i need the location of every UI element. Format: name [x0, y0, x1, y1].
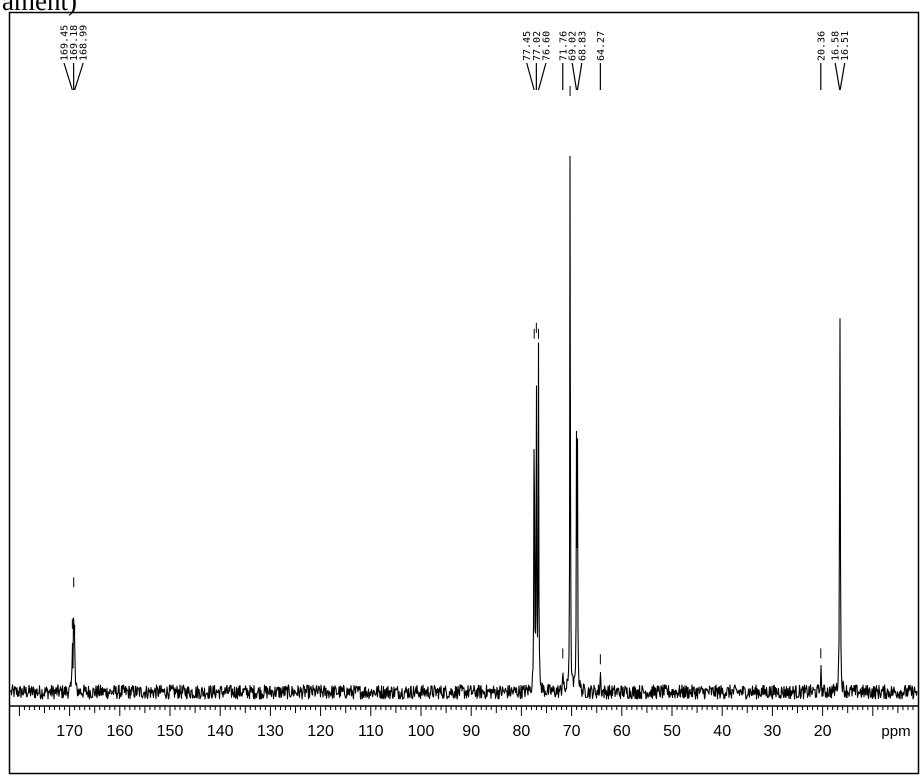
peak-label-connector — [834, 62, 841, 91]
peak-label: 168.99 — [79, 25, 90, 61]
peak-label: 16.51 — [840, 31, 851, 61]
plot-frame — [8, 11, 920, 775]
peak-label: 20.36 — [816, 31, 827, 61]
x-axis-unit-label: ppm — [881, 723, 910, 740]
x-tick-label: 20 — [814, 723, 832, 740]
peak-label-connector — [576, 62, 583, 91]
peak-label-connector — [63, 62, 73, 91]
peak-label: 169.18 — [69, 25, 80, 61]
spectrum-trace — [10, 155, 918, 700]
peak-label: 77.02 — [532, 31, 543, 61]
peak-label-connector — [839, 62, 846, 91]
x-tick-label: 40 — [713, 723, 731, 740]
x-tick-label: 120 — [307, 723, 334, 740]
peak-label-connector — [74, 62, 84, 91]
peak-label-connector — [571, 62, 578, 91]
x-tick-label: 140 — [207, 723, 234, 740]
x-tick-label: 50 — [663, 723, 681, 740]
peak-label: 71.76 — [558, 31, 569, 61]
x-tick-label: 170 — [56, 723, 83, 740]
x-tick-label: 70 — [563, 723, 581, 740]
peak-label: 169.45 — [60, 25, 71, 61]
x-tick-label: 30 — [764, 723, 782, 740]
peak-label: 69.02 — [568, 31, 579, 61]
peak-label-connector — [537, 62, 547, 91]
peak-label-connector — [526, 62, 535, 91]
x-tick-label: 90 — [462, 723, 480, 740]
peak-connector-layer — [63, 62, 846, 91]
peak-label: 77.45 — [522, 31, 533, 61]
peak-label: 68.83 — [577, 31, 588, 61]
x-tick-label: 160 — [106, 723, 133, 740]
peak-label: 64.27 — [596, 31, 607, 61]
peak-label: 16.58 — [831, 31, 842, 61]
x-tick-label: 130 — [257, 723, 284, 740]
x-tick-label: 100 — [408, 723, 435, 740]
x-tick-label: 110 — [358, 723, 384, 740]
x-axis: 170 160 150 140 130 120 110 100 90 80 70 60 50 40 30 20… — [10, 705, 918, 740]
spectrum-trace-layer — [10, 86, 918, 700]
x-tick-label: 150 — [157, 723, 184, 740]
peak-label: 76.60 — [541, 31, 552, 61]
x-tick-label: 80 — [513, 723, 531, 740]
x-tick-label: 60 — [613, 723, 631, 740]
